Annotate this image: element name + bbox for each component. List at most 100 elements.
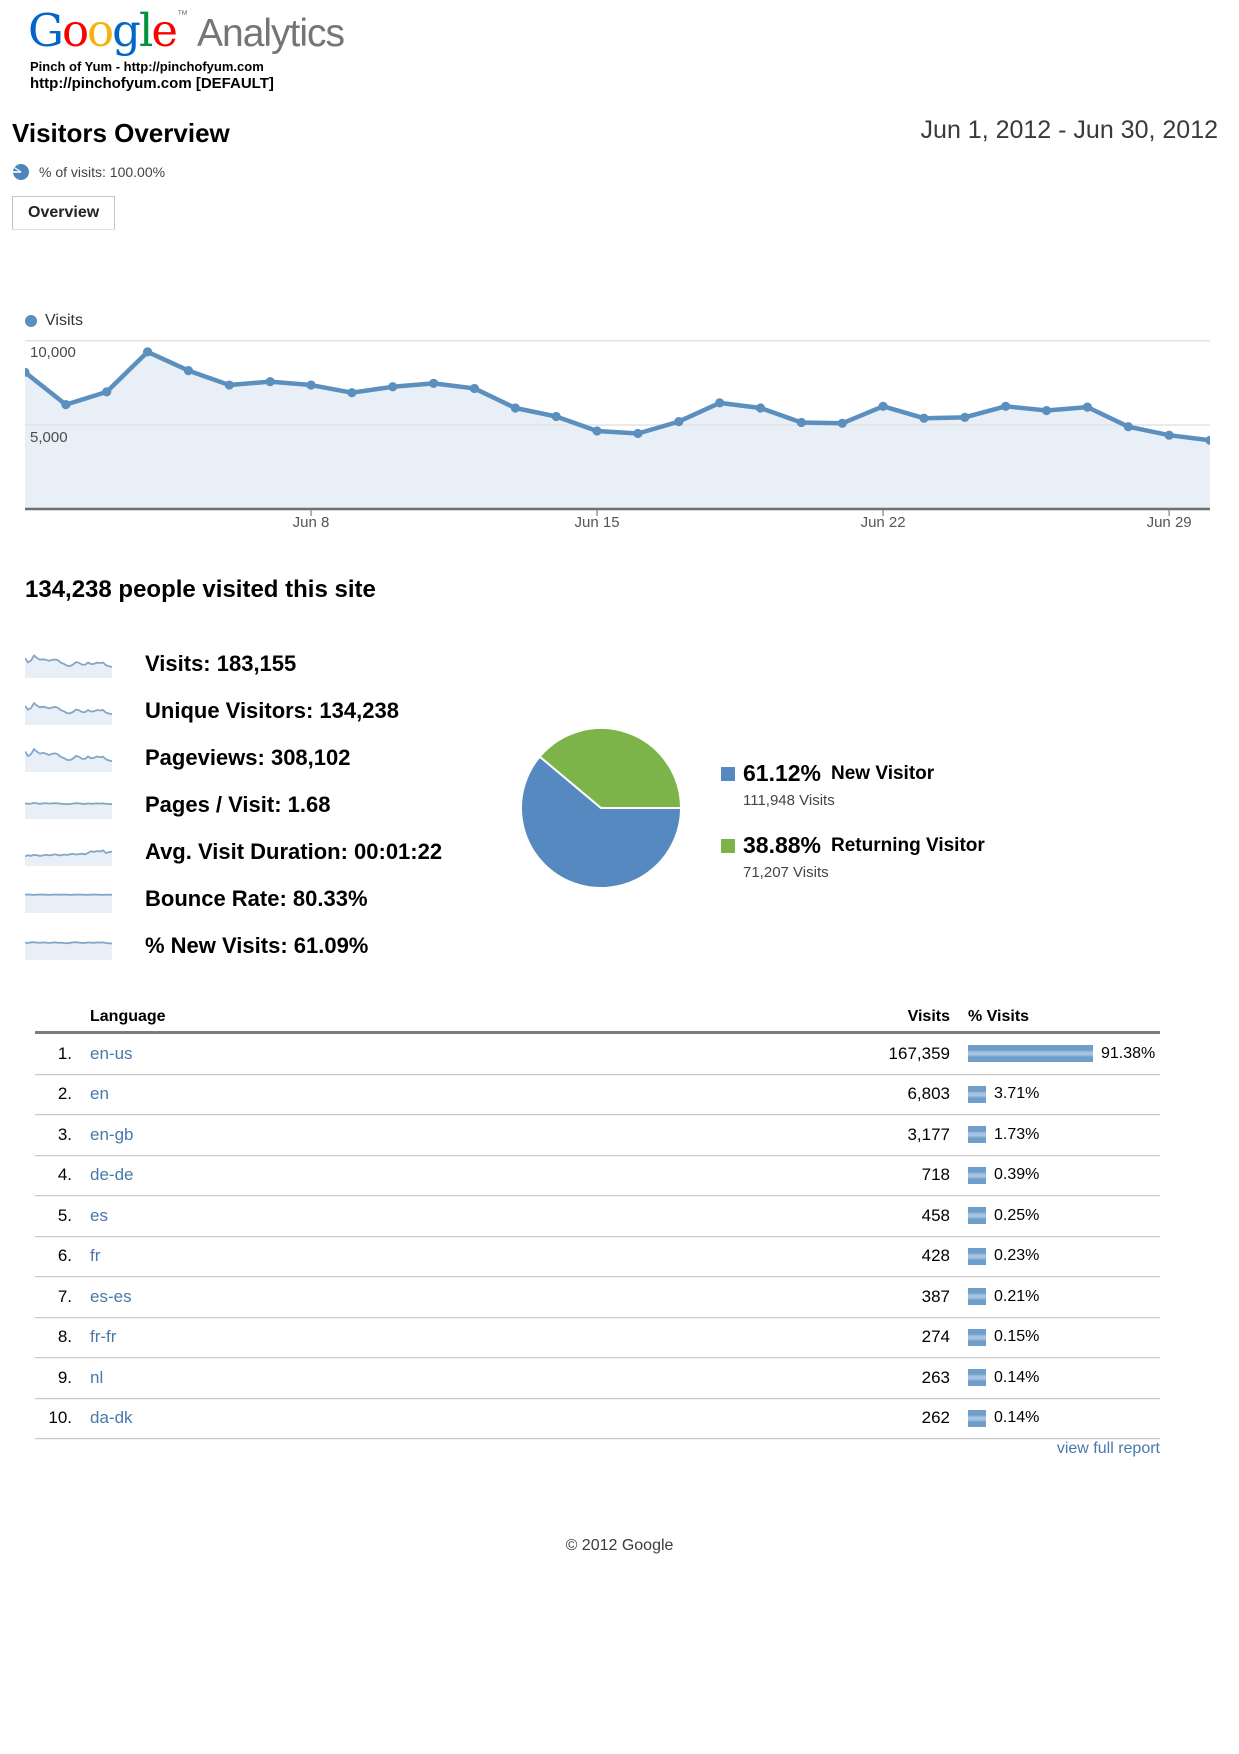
sparkline (25, 801, 112, 819)
pie-legend-item: 61.12% New Visitor 111,948 Visits (721, 760, 985, 809)
column-header-language: Language (90, 1007, 166, 1025)
sparkline (25, 848, 112, 866)
chart-legend-label: Visits (45, 312, 83, 329)
logo-letter: o (61, 4, 89, 57)
x-axis-label: Jun 22 (860, 514, 906, 531)
logo-letter: g (112, 4, 141, 57)
row-rank: 6. (57, 1246, 72, 1266)
language-link[interactable]: de-de (90, 1165, 134, 1185)
pie-chart-icon (13, 164, 29, 180)
data-point (388, 382, 398, 392)
data-point (674, 417, 684, 427)
data-point (510, 403, 520, 413)
visits-value: 428 (921, 1246, 950, 1266)
data-point (265, 377, 275, 387)
visitors-headline: 134,238 people visited this site (25, 576, 376, 603)
language-link[interactable]: fr (90, 1246, 101, 1266)
language-link[interactable]: en-us (90, 1043, 133, 1063)
sparkline (25, 893, 112, 913)
logo-letter: l (138, 4, 153, 57)
metric-row-new-visits: % New Visits: 61.09% (25, 922, 442, 969)
row-rank: 1. (57, 1043, 72, 1063)
table-header-row: Language Visits % Visits (35, 1002, 1160, 1034)
data-point (633, 428, 643, 439)
data-point (960, 412, 970, 422)
legend-swatch-icon (721, 766, 735, 781)
series-dot-icon (25, 315, 37, 327)
site-name: Pinch of Yum - http://pinchofyum.com (30, 59, 264, 74)
legend-swatch-icon (721, 838, 735, 853)
language-link[interactable]: nl (90, 1367, 104, 1387)
data-point (61, 400, 71, 410)
data-point (919, 413, 929, 423)
tab-overview[interactable]: Overview (12, 196, 116, 230)
logo-letter: G (28, 4, 64, 57)
table-body: 1. en-us 167,359 91.38% 2. en 6,803 3.71% 3. en-g… (35, 1034, 1160, 1439)
data-point (715, 398, 725, 408)
metric-value: Pages / Visit: 1.68 (145, 791, 331, 817)
row-rank: 3. (57, 1124, 72, 1144)
data-point (1082, 402, 1093, 412)
logo-letter: o (87, 4, 114, 57)
copyright-footer: © 2012 Google (565, 1537, 674, 1554)
visits-value: 262 (921, 1408, 950, 1428)
x-axis-label: Jun 15 (574, 514, 620, 531)
data-point (796, 417, 806, 428)
pie-legend: 61.12% New Visitor 111,948 Visits 38.88% Ret… (721, 760, 985, 904)
table-row: 10. da-dk 262 0.14% (35, 1399, 1160, 1439)
pct-visits-value: 0.21% (994, 1287, 1040, 1305)
data-point (592, 426, 602, 436)
sparkline (25, 653, 112, 678)
pct-visits-bar (968, 1085, 986, 1103)
pct-visits-value: 0.25% (994, 1206, 1040, 1224)
data-point (25, 367, 30, 377)
visits-value: 274 (921, 1327, 950, 1347)
table-row: 1. en-us 167,359 91.38% (35, 1034, 1160, 1075)
language-link[interactable]: es (90, 1205, 108, 1225)
data-point (1164, 430, 1174, 440)
table-row: 2. en 6,803 3.71% (35, 1075, 1160, 1115)
view-full-report-link[interactable]: view full report (1056, 1440, 1160, 1457)
x-axis-label: Jun 29 (1146, 514, 1192, 531)
table-row: 4. de-de 718 0.39% (35, 1156, 1160, 1196)
column-header-visits: Visits (907, 1007, 950, 1025)
y-axis-label: 5,000 (30, 429, 68, 446)
logo-letter: e (151, 4, 178, 57)
language-link[interactable]: en-gb (90, 1124, 134, 1144)
legend-percentage: 38.88% (743, 832, 822, 858)
visits-value: 3,177 (907, 1124, 950, 1144)
table-row: 7. es-es 387 0.21% (35, 1277, 1160, 1318)
row-rank: 4. (57, 1165, 72, 1185)
row-rank: 7. (57, 1286, 72, 1306)
pct-visits-bar (968, 1045, 1093, 1063)
chart-x-axis-labels: Jun 8 Jun 15 Jun 22 Jun 29 (25, 514, 1210, 534)
row-rank: 5. (57, 1205, 72, 1225)
metric-value: Pageviews: 308,102 (145, 744, 351, 770)
pct-visits-value: 91.38% (1101, 1044, 1156, 1062)
legend-visit-count: 71,207 Visits (743, 864, 829, 881)
google-analytics-logo: Google™ Analytics (28, 4, 345, 57)
language-link[interactable]: fr-fr (90, 1327, 117, 1347)
pie-legend-item: 38.88% Returning Visitor 71,207 Visits (721, 832, 985, 881)
visits-value: 458 (921, 1205, 950, 1225)
metric-value: % New Visits: 61.09% (145, 932, 369, 958)
pct-visits-value: 0.39% (994, 1166, 1040, 1184)
language-link[interactable]: da-dk (90, 1408, 133, 1428)
pct-visits-bar (968, 1126, 986, 1144)
visits-value: 167,359 (888, 1043, 950, 1063)
metric-row-pages-visit: Pages / Visit: 1.68 (25, 781, 442, 828)
data-point (306, 380, 316, 390)
language-link[interactable]: es-es (90, 1286, 132, 1306)
pie-slice-new-visitor (520, 755, 682, 889)
pct-visits-value: 0.15% (994, 1328, 1040, 1346)
metric-value: Bounce Rate: 80.33% (145, 885, 368, 911)
row-rank: 10. (48, 1408, 72, 1428)
language-link[interactable]: en (90, 1084, 109, 1104)
metrics-list: Visits: 183,155 Unique Visitors: 134,238 P… (25, 640, 442, 969)
pct-visits-value: 0.14% (994, 1368, 1040, 1386)
visits-value: 718 (921, 1165, 950, 1185)
metric-row-pageviews: Pageviews: 308,102 (25, 734, 442, 781)
date-range: Jun 1, 2012 - Jun 30, 2012 (920, 116, 1218, 144)
visitor-type-pie-chart (520, 727, 682, 889)
data-point (102, 387, 112, 397)
